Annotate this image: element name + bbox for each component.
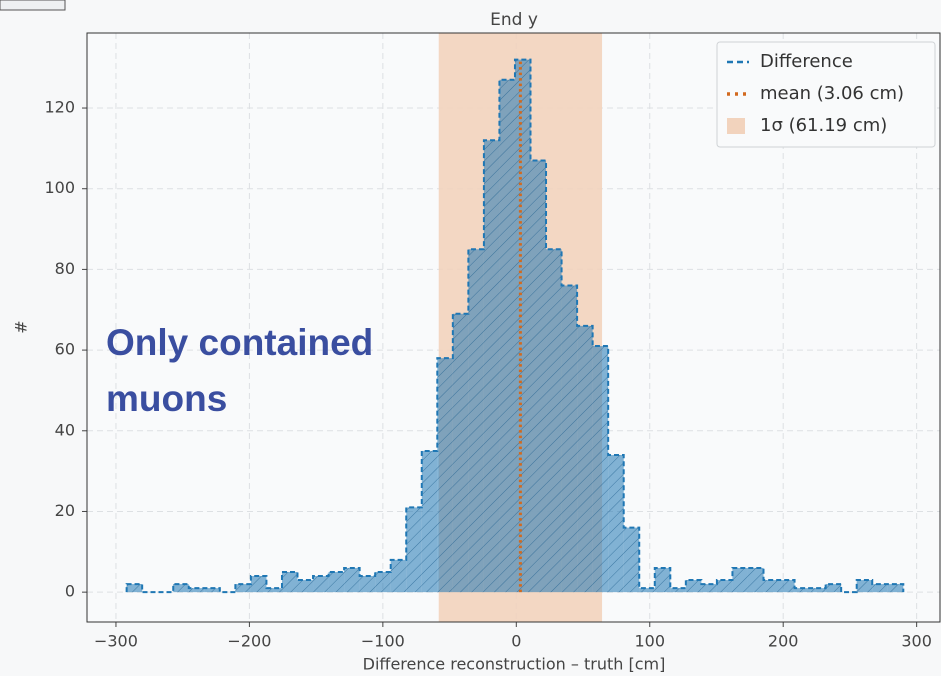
y-axis-label: #: [12, 320, 31, 333]
histogram-hatch: [561, 285, 578, 593]
histogram-hatch: [530, 160, 547, 593]
histogram-hatch: [716, 580, 733, 593]
histogram-hatch: [592, 346, 609, 593]
histogram-hatch: [639, 588, 655, 593]
histogram-hatch: [577, 325, 593, 593]
histogram-hatch: [608, 454, 624, 593]
histogram-hatch: [437, 358, 453, 593]
histogram-hatch: [390, 559, 407, 593]
x-tick-label: −300: [94, 632, 138, 651]
histogram-hatch: [344, 567, 360, 593]
legend: Difference mean (3.06 cm) 1σ (61.19 cm): [716, 41, 936, 148]
y-tick-label: 0: [65, 582, 75, 601]
x-tick-label: 300: [901, 632, 932, 651]
histogram-hatch: [763, 580, 780, 593]
y-tick-label: 120: [44, 98, 75, 117]
histogram-hatch: [887, 584, 904, 593]
legend-frame: [716, 41, 936, 148]
x-tick-label: 200: [768, 632, 799, 651]
plot: [87, 33, 940, 622]
x-tick-label: 100: [634, 632, 665, 651]
histogram-hatch: [328, 571, 345, 593]
histogram-hatch: [452, 313, 469, 593]
histogram-hatch: [483, 140, 500, 593]
x-axis-label: Difference reconstruction – truth [cm]: [363, 655, 666, 674]
x-tick-label: 0: [511, 632, 521, 651]
y-tick-label: 60: [55, 340, 75, 359]
histogram-hatch: [499, 79, 515, 593]
legend-handle: [727, 118, 745, 134]
y-tick-label: 100: [44, 178, 75, 197]
histogram-hatch: [779, 580, 795, 593]
histogram-hatch: [546, 249, 562, 593]
histogram-hatch: [421, 450, 438, 593]
histogram-outline: [125, 58, 905, 594]
histogram-hatch: [188, 588, 205, 593]
histogram-hatch: [406, 507, 422, 593]
annotation: Only contained muons: [106, 322, 374, 419]
y-tick-label: 20: [55, 501, 75, 520]
x-tick-label: −100: [361, 632, 405, 651]
legend-label: mean (3.06 cm): [760, 83, 904, 104]
histogram-hatch: [126, 584, 143, 593]
histogram-hatch: [654, 567, 671, 593]
histogram-hatch: [732, 567, 748, 593]
plot-border: [86, 32, 941, 623]
histogram-hatch: [514, 59, 531, 593]
histogram-hatch: [810, 588, 826, 593]
axes: −300 −200 −100 0 100 200 300 0 20 40 60 80 100 120: [44, 98, 931, 651]
histogram-hatch: [856, 580, 873, 593]
histogram-hatch: [670, 588, 686, 593]
histogram-hatch: [281, 571, 298, 593]
x-tick-label: −200: [227, 632, 271, 651]
histogram-hatch: [204, 588, 220, 593]
chart-title: End y: [490, 10, 538, 30]
histogram-hatch: [872, 584, 888, 593]
histogram-hatch: [794, 588, 811, 593]
toolbar-button[interactable]: [0, 0, 66, 11]
histogram-hatch: [825, 584, 842, 593]
histogram-hatch: [297, 580, 314, 593]
y-tick-label: 80: [55, 259, 75, 278]
y-tick-label: 40: [55, 420, 75, 439]
histogram-hatch: [685, 580, 702, 593]
histogram-hatch: [623, 527, 640, 593]
histogram-hatch: [250, 576, 267, 593]
annotation-box: Only contained muons: [106, 322, 374, 419]
histogram-hatch: [173, 584, 189, 593]
legend-label: Difference: [760, 51, 853, 72]
histogram-hatch: [747, 567, 764, 593]
histogram-hatch: [266, 588, 282, 593]
histogram-hatch: [359, 576, 376, 593]
histogram-hatch: [235, 584, 251, 593]
histogram-hatch: [468, 249, 484, 593]
legend-label: 1σ (61.19 cm): [760, 115, 887, 136]
histogram-hatch: [701, 584, 717, 593]
histogram-hatch: [313, 576, 329, 593]
histogram-hatch: [375, 571, 391, 593]
